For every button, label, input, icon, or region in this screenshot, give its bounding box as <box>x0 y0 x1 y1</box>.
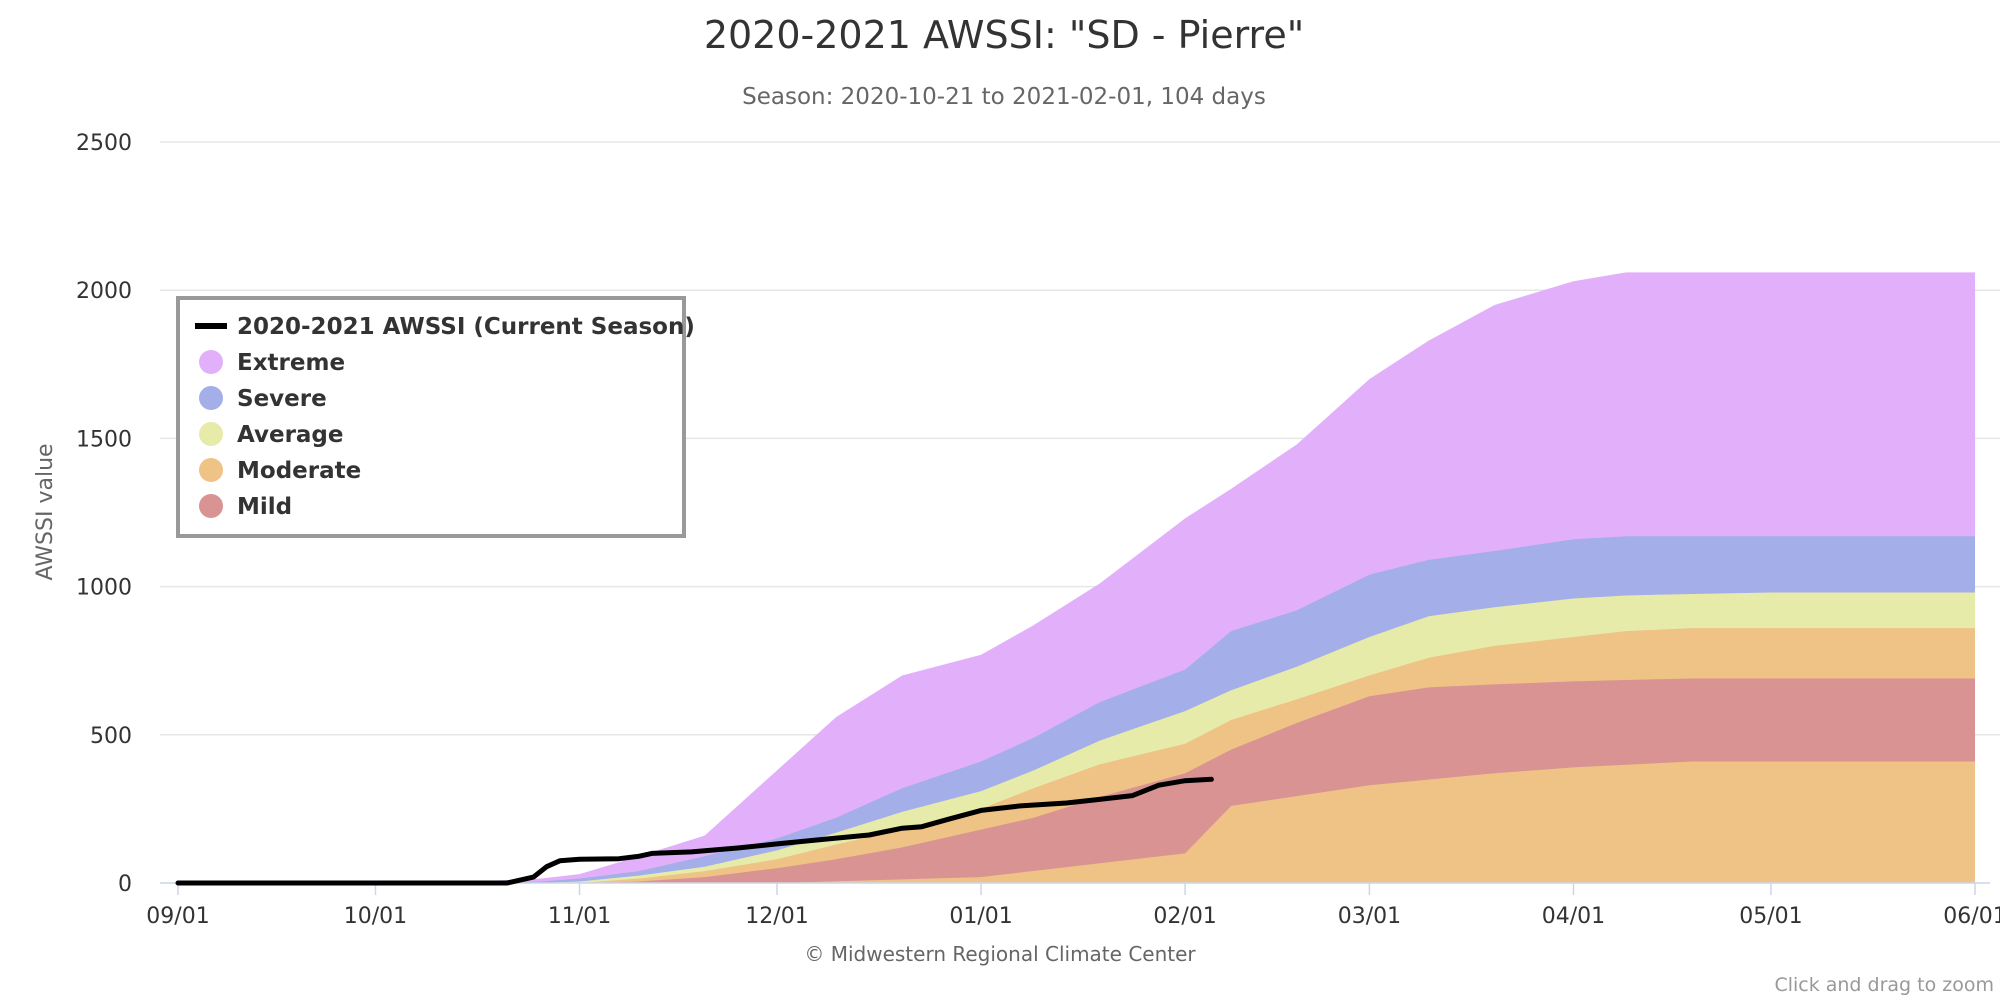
chart-title: 2020-2021 AWSSI: "SD - Pierre" <box>704 13 1304 57</box>
series-line-current-season[interactable] <box>175 776 1214 886</box>
legend-item-label: Average <box>237 422 344 448</box>
y-tick-label: 500 <box>90 724 132 749</box>
legend-item-severe[interactable]: Severe <box>199 386 327 412</box>
legend-box <box>176 296 686 538</box>
x-tick-label: 02/01 <box>1153 904 1216 929</box>
y-tick-label: 1000 <box>76 576 132 601</box>
legend-item-average[interactable]: Average <box>199 422 344 448</box>
x-tick-label: 11/01 <box>548 904 611 929</box>
x-tick-label: 05/01 <box>1739 904 1802 929</box>
y-axis-title: AWSSI value <box>33 443 58 580</box>
chart-subtitle: Season: 2020-10-21 to 2021-02-01, 104 da… <box>742 84 1266 110</box>
y-tick-label: 2000 <box>76 279 132 304</box>
x-tick-label: 03/01 <box>1338 904 1401 929</box>
zoom-hint: Click and drag to zoom <box>1774 974 1994 996</box>
percentile-bands <box>178 272 1975 883</box>
band-mild <box>178 678 1975 883</box>
legend-dot-symbol <box>199 494 223 518</box>
x-tick-label: 12/01 <box>745 904 808 929</box>
legend-item-mild[interactable]: Mild <box>199 494 292 520</box>
legend-item-label: Extreme <box>237 350 345 376</box>
legend-item-extreme[interactable]: Extreme <box>199 350 345 376</box>
current-season-series <box>175 776 1214 886</box>
x-tick-label: 01/01 <box>949 904 1012 929</box>
x-tick-label: 10/01 <box>344 904 407 929</box>
legend-item-label: Mild <box>237 494 292 520</box>
x-tick-label: 09/01 <box>146 904 209 929</box>
axes: 0 500 1000 1500 2000 2500 09/01 10/01 11/01 12/01… <box>76 131 2000 929</box>
legend-item-2020-2021-awssi-current-season[interactable]: 2020-2021 AWSSI (Current Season) <box>195 314 695 340</box>
legend-dot-symbol <box>199 422 223 446</box>
legend-item-label: Severe <box>237 386 327 412</box>
credit-text[interactable]: © Midwestern Regional Climate Center <box>804 942 1196 966</box>
legend-dot-symbol <box>199 350 223 374</box>
x-tick-label: 06/01 <box>1943 904 2000 929</box>
legend-item-label: 2020-2021 AWSSI (Current Season) <box>237 314 695 340</box>
y-tick-label: 0 <box>118 872 132 897</box>
y-tick-label: 2500 <box>76 131 132 156</box>
legend[interactable]: 2020-2021 AWSSI (Current Season) Extreme S… <box>176 296 695 538</box>
legend-dot-symbol <box>199 386 223 410</box>
x-tick-label: 04/01 <box>1542 904 1605 929</box>
legend-dot-symbol <box>199 458 223 482</box>
legend-item-moderate[interactable]: Moderate <box>199 458 361 484</box>
y-tick-label: 1500 <box>76 427 132 452</box>
legend-item-label: Moderate <box>237 458 361 484</box>
